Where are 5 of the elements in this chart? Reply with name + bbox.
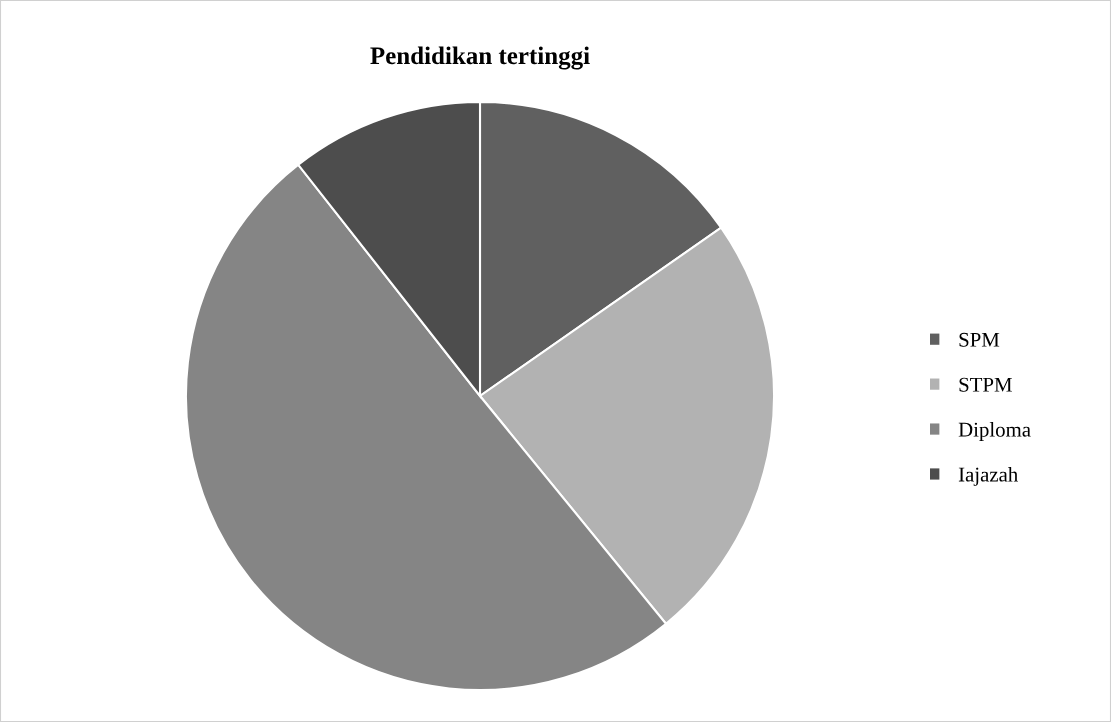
- legend-label: STPM: [959, 377, 1012, 392]
- legend-label: Iajazah: [958, 466, 1018, 486]
- legend-label: Diploma: [958, 422, 1031, 441]
- chart-title: Pendidikan tertinggi: [370, 46, 590, 70]
- legend-label: SPM: [959, 332, 1000, 347]
